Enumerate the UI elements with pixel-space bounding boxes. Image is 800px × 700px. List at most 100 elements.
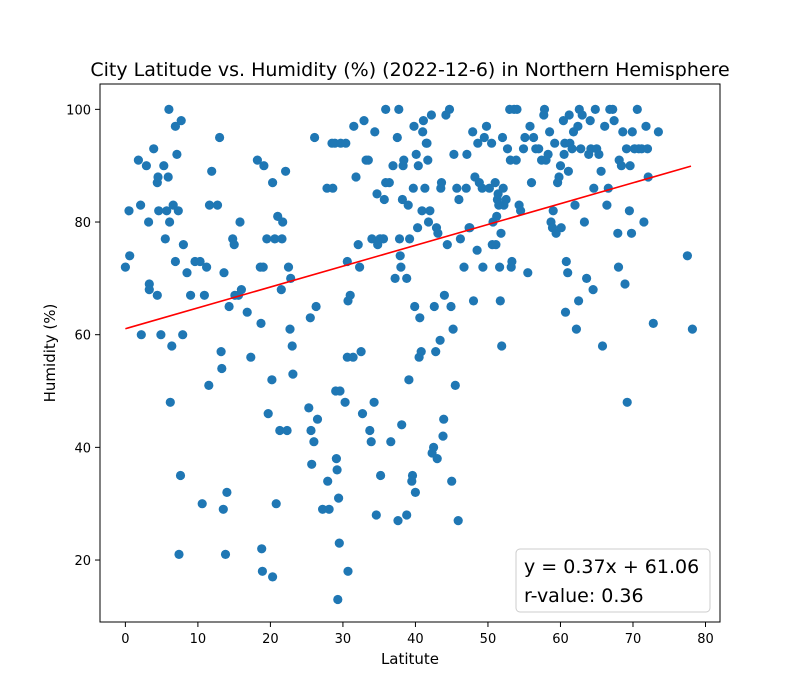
data-point bbox=[632, 104, 642, 114]
data-point bbox=[341, 138, 351, 148]
plot-area-frame bbox=[99, 83, 721, 623]
data-point bbox=[559, 149, 569, 159]
x-axis: 0 10 20 30 40 50 60 70 80 bbox=[121, 622, 714, 647]
data-point bbox=[432, 454, 442, 464]
data-point bbox=[450, 380, 460, 390]
data-point bbox=[589, 183, 599, 193]
data-point bbox=[687, 324, 698, 334]
data-point bbox=[219, 268, 229, 278]
data-point bbox=[263, 409, 273, 419]
data-point bbox=[224, 301, 234, 312]
data-point bbox=[246, 352, 256, 362]
data-point bbox=[268, 178, 278, 188]
data-point bbox=[267, 375, 277, 385]
data-point bbox=[497, 341, 507, 351]
data-point bbox=[462, 149, 472, 159]
data-point bbox=[392, 132, 402, 143]
data-point bbox=[359, 116, 369, 126]
data-point bbox=[195, 256, 205, 267]
data-point bbox=[409, 121, 419, 131]
data-point bbox=[305, 313, 315, 323]
data-point bbox=[495, 262, 505, 272]
data-point bbox=[490, 178, 500, 188]
data-point bbox=[331, 454, 341, 464]
regression-equation: y = 0.37x + 61.06 bbox=[524, 556, 699, 578]
data-point bbox=[396, 262, 406, 272]
data-point bbox=[372, 189, 382, 199]
data-point bbox=[590, 104, 600, 114]
data-point bbox=[410, 301, 420, 312]
data-point bbox=[447, 476, 457, 486]
data-point bbox=[162, 206, 172, 216]
data-point bbox=[355, 262, 365, 272]
data-point bbox=[472, 245, 482, 255]
data-point bbox=[257, 566, 267, 576]
data-point bbox=[418, 127, 428, 137]
data-point bbox=[433, 228, 443, 238]
r-value-label: r-value: 0.36 bbox=[524, 585, 644, 607]
x-tick-label: 30 bbox=[335, 632, 352, 647]
data-point bbox=[257, 544, 267, 554]
data-point bbox=[431, 347, 441, 357]
data-point bbox=[454, 194, 464, 205]
data-point bbox=[501, 194, 511, 205]
data-point bbox=[511, 155, 521, 165]
data-point bbox=[576, 144, 586, 154]
data-point bbox=[216, 347, 226, 357]
data-point bbox=[455, 234, 465, 244]
data-point bbox=[136, 200, 146, 210]
data-point bbox=[356, 347, 366, 357]
data-point bbox=[186, 290, 196, 300]
data-point bbox=[520, 132, 530, 143]
data-point bbox=[648, 318, 658, 328]
data-point bbox=[311, 301, 321, 312]
data-point bbox=[197, 499, 207, 509]
data-point bbox=[416, 347, 426, 357]
data-point bbox=[217, 363, 227, 374]
data-point bbox=[371, 510, 381, 520]
data-point bbox=[167, 341, 177, 351]
data-point bbox=[222, 487, 232, 497]
data-point bbox=[285, 324, 295, 334]
data-point bbox=[124, 206, 134, 216]
data-point bbox=[526, 178, 537, 188]
data-point bbox=[682, 251, 693, 261]
data-point bbox=[497, 132, 508, 143]
data-point bbox=[502, 144, 513, 154]
data-point bbox=[402, 510, 412, 520]
data-point bbox=[622, 397, 632, 407]
data-point bbox=[624, 206, 635, 216]
x-tick-label: 20 bbox=[262, 632, 279, 647]
data-point bbox=[173, 206, 183, 216]
data-point bbox=[144, 217, 154, 227]
x-tick-label: 80 bbox=[697, 632, 714, 647]
data-point bbox=[452, 183, 462, 193]
data-point bbox=[207, 166, 217, 176]
data-point bbox=[588, 285, 598, 295]
data-point bbox=[165, 397, 175, 407]
data-point bbox=[574, 296, 584, 306]
data-point bbox=[386, 437, 396, 447]
data-point bbox=[554, 172, 564, 182]
data-point bbox=[384, 178, 394, 188]
data-point bbox=[258, 262, 268, 272]
data-point bbox=[328, 183, 338, 193]
data-point bbox=[262, 234, 272, 244]
data-point bbox=[616, 161, 627, 171]
data-point bbox=[570, 200, 580, 210]
data-point bbox=[153, 172, 163, 182]
data-point bbox=[306, 425, 316, 436]
data-point bbox=[571, 324, 582, 334]
data-point bbox=[642, 144, 653, 154]
data-point bbox=[144, 285, 154, 295]
data-point bbox=[496, 228, 506, 238]
data-point bbox=[172, 149, 182, 159]
data-point bbox=[487, 138, 497, 148]
data-point bbox=[256, 318, 266, 328]
data-point bbox=[423, 155, 433, 165]
data-point bbox=[276, 285, 286, 295]
data-point bbox=[174, 549, 184, 560]
data-point bbox=[176, 116, 186, 126]
data-point bbox=[367, 234, 377, 244]
